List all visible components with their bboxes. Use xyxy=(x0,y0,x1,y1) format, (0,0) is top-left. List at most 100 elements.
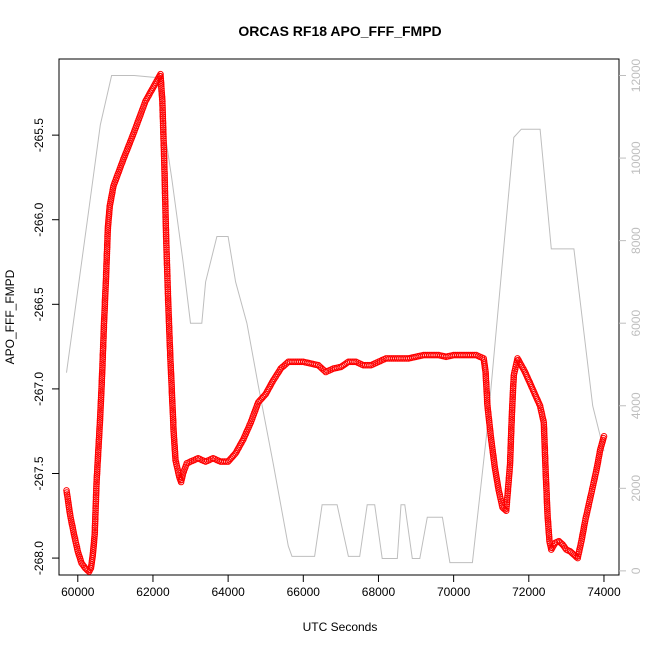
x-tick-label: 68000 xyxy=(362,585,396,599)
data-point xyxy=(163,257,171,265)
data-point xyxy=(169,404,176,412)
data-point xyxy=(94,453,102,460)
data-point xyxy=(482,379,490,386)
data-point xyxy=(100,332,107,340)
data-point xyxy=(506,470,513,478)
data-point xyxy=(170,425,177,433)
data-point xyxy=(170,430,178,437)
data-point xyxy=(93,472,101,479)
data-point xyxy=(160,137,167,145)
data-point xyxy=(91,520,99,527)
data-point xyxy=(508,408,516,416)
data-point xyxy=(170,432,178,439)
data-point xyxy=(541,444,549,452)
data-point xyxy=(510,380,517,388)
x-tick-label: 60000 xyxy=(61,585,95,599)
data-point xyxy=(94,461,101,469)
data-point xyxy=(171,450,179,458)
data-point xyxy=(92,498,100,505)
data-point xyxy=(486,423,494,431)
data-point xyxy=(157,75,165,82)
data-point xyxy=(165,326,173,334)
data-point xyxy=(103,265,110,272)
data-point xyxy=(158,93,166,101)
data-point xyxy=(503,498,511,506)
data-point xyxy=(161,179,169,186)
data-point xyxy=(507,438,515,446)
data-point xyxy=(484,408,492,416)
data-point xyxy=(158,89,166,97)
data-point xyxy=(542,474,550,482)
data-point xyxy=(102,271,110,279)
data-point xyxy=(92,515,99,523)
data-point xyxy=(238,438,246,445)
data-point xyxy=(99,345,107,353)
data-point xyxy=(510,374,518,381)
data-point xyxy=(541,434,548,441)
data-point xyxy=(168,381,175,389)
data-point xyxy=(159,98,166,105)
data-point xyxy=(540,427,548,435)
data-point xyxy=(544,510,551,518)
data-point xyxy=(166,345,174,353)
data-point xyxy=(100,324,108,331)
data-point xyxy=(166,332,173,340)
data-point xyxy=(543,491,551,498)
data-point xyxy=(509,389,517,397)
data-point xyxy=(160,146,168,153)
data-point xyxy=(101,303,109,310)
data-point xyxy=(98,379,106,386)
data-point xyxy=(482,375,490,382)
data-point xyxy=(274,370,281,378)
data-point xyxy=(540,423,548,431)
data-point xyxy=(507,432,515,439)
data-point xyxy=(93,483,100,490)
data-point xyxy=(506,463,514,471)
data-point xyxy=(169,408,177,416)
data-point xyxy=(483,394,491,401)
data-point xyxy=(506,455,514,463)
data-point xyxy=(485,415,493,422)
data-point xyxy=(482,368,489,376)
data-point xyxy=(487,427,494,435)
data-point xyxy=(98,387,105,395)
data-point xyxy=(97,411,104,418)
data-point xyxy=(507,434,515,441)
data-point xyxy=(102,288,109,295)
data-point xyxy=(100,317,108,325)
data-point xyxy=(162,211,169,219)
data-point xyxy=(159,113,167,120)
data-point xyxy=(163,244,170,251)
data-point xyxy=(546,535,553,543)
data-point xyxy=(163,246,170,254)
data-point xyxy=(159,117,167,125)
data-point xyxy=(91,535,98,542)
data-point xyxy=(170,427,177,435)
data-point xyxy=(102,273,110,281)
data-point xyxy=(544,512,551,520)
data-point xyxy=(543,495,551,503)
data-point xyxy=(163,239,170,247)
data-point xyxy=(504,492,511,499)
data-point xyxy=(485,411,492,418)
data-point xyxy=(95,438,103,446)
data-point xyxy=(162,224,170,232)
data-point xyxy=(102,286,109,293)
data-point xyxy=(167,372,175,380)
data-point xyxy=(275,368,282,376)
y-tick-label: -265.5 xyxy=(32,118,46,152)
data-point xyxy=(162,200,169,208)
data-point xyxy=(160,155,168,162)
data-point xyxy=(161,181,169,188)
data-point xyxy=(507,451,514,458)
data-point xyxy=(162,220,170,227)
data-point xyxy=(484,400,491,408)
x-tick-label: 64000 xyxy=(211,585,245,599)
data-point xyxy=(164,272,171,280)
data-point xyxy=(162,231,170,238)
data-point xyxy=(163,259,171,267)
data-point xyxy=(98,375,106,382)
data-point xyxy=(100,337,107,344)
data-point xyxy=(503,500,511,508)
data-point xyxy=(165,305,172,312)
